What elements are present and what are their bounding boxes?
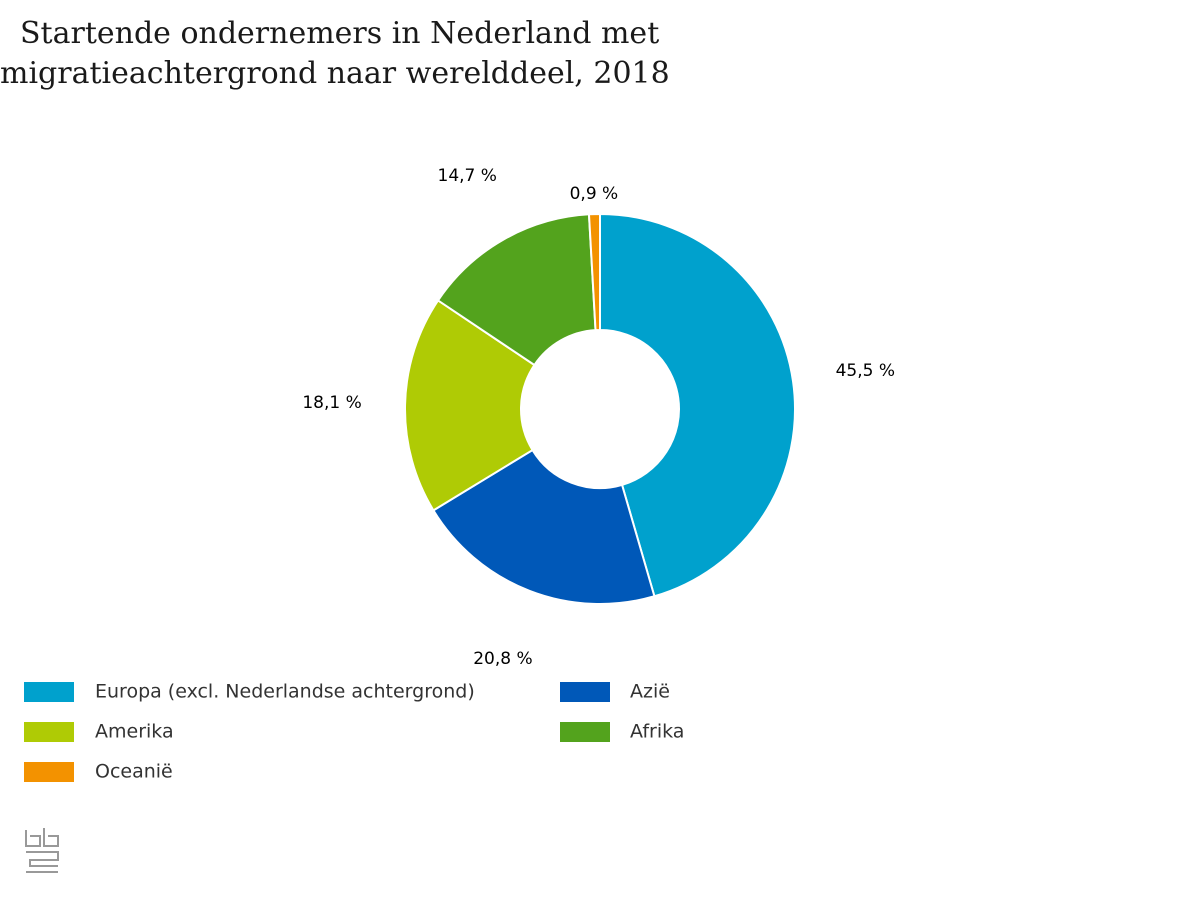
legend-label: Azië bbox=[630, 681, 670, 703]
value-label: 18,1 % bbox=[302, 393, 361, 413]
legend-swatch bbox=[24, 722, 74, 742]
donut-slice bbox=[436, 213, 597, 367]
donut-slice bbox=[587, 212, 601, 332]
value-label: 45,5 % bbox=[836, 361, 895, 381]
legend-swatch bbox=[24, 762, 74, 782]
legend-label: Europa (excl. Nederlandse achtergrond) bbox=[95, 681, 475, 703]
logo bbox=[25, 828, 59, 873]
value-label: 0,9 % bbox=[570, 184, 619, 204]
value-label: 20,8 % bbox=[473, 649, 532, 669]
value-label: 14,7 % bbox=[438, 166, 497, 186]
chart-title: Startende ondernemers in Nederland met m… bbox=[0, 16, 670, 91]
legend-swatch bbox=[560, 722, 610, 742]
legend-swatch bbox=[560, 682, 610, 702]
donut-slice bbox=[404, 299, 536, 512]
legend-label: Afrika bbox=[630, 721, 684, 743]
legend-label: Amerika bbox=[95, 721, 174, 743]
legend-label: Oceanië bbox=[95, 761, 173, 783]
donut-slice bbox=[599, 212, 796, 598]
donut-slice bbox=[432, 448, 656, 605]
legend-swatch bbox=[24, 682, 74, 702]
